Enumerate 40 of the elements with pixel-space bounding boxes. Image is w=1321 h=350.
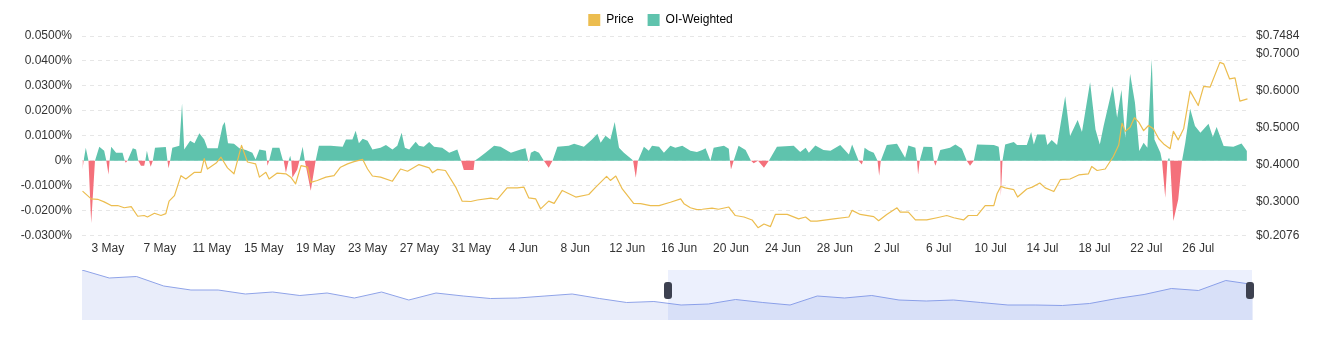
x-tick-label: 19 May [295, 241, 336, 256]
x-tick-label: 2 Jul [874, 241, 900, 256]
x-tick-label: 10 Jul [974, 241, 1007, 256]
x-tick-label: 12 Jun [609, 241, 646, 256]
x-tick-label: 16 Jun [661, 241, 698, 256]
y-tick-label: -0.0100% [20, 178, 73, 193]
x-tick-label: 24 Jun [764, 241, 801, 256]
y-tick-label: 0.0300% [24, 78, 73, 93]
y2-tick-label: $0.7484 [1256, 28, 1300, 43]
x-tick-label: 20 Jun [712, 241, 749, 256]
y2-tick-label: $0.2076 [1256, 227, 1300, 242]
x-tick-label: 4 Jun [508, 241, 538, 256]
x-tick-label: 23 May [347, 241, 388, 256]
y2-tick-label: $0.6000 [1256, 83, 1300, 98]
x-tick-label: 31 May [451, 241, 492, 256]
y-tick-label: 0.0400% [24, 53, 73, 68]
legend-label: OI-Weighted [665, 12, 733, 27]
x-tick-label: 28 Jun [816, 241, 853, 256]
x-tick-label: 6 Jul [925, 241, 952, 256]
x-tick-label: 11 May [192, 241, 232, 256]
x-tick-label: 22 Jul [1130, 241, 1163, 256]
y-tick-label: -0.0300% [20, 227, 73, 242]
x-tick-label: 8 Jun [560, 241, 590, 256]
x-tick-label: 3 May [91, 241, 125, 256]
x-tick-label: 26 Jul [1182, 241, 1215, 256]
legend-label: Price [606, 12, 634, 27]
y-tick-label: -0.0200% [20, 202, 73, 217]
y-tick-label: 0.0500% [24, 28, 73, 43]
x-tick-label: 27 May [399, 241, 440, 256]
y-tick-label: 0.0100% [24, 128, 73, 143]
y2-tick-label: $0.4000 [1256, 156, 1300, 171]
x-tick-label: 7 May [143, 241, 177, 256]
x-tick-label: 15 May [244, 241, 284, 256]
y-tick-label: 0% [54, 153, 73, 168]
y2-tick-label: $0.7000 [1256, 46, 1300, 61]
y2-tick-label: $0.3000 [1256, 193, 1300, 208]
x-tick-label: 18 Jul [1078, 241, 1111, 256]
y-tick-label: 0.0200% [24, 103, 73, 118]
x-tick-label: 14 Jul [1026, 241, 1059, 256]
y2-tick-label: $0.5000 [1256, 119, 1300, 134]
